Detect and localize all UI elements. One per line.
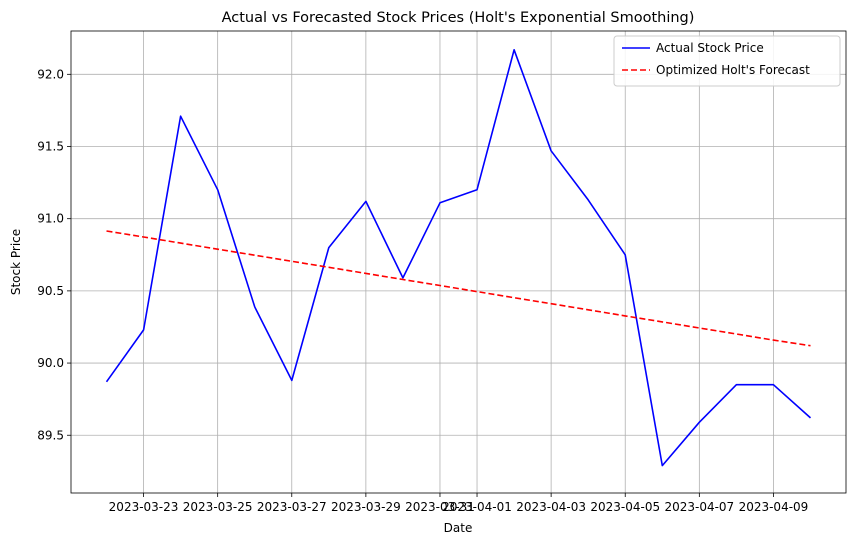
legend-box (613, 35, 841, 87)
y-tick-label: 90.5 (37, 284, 64, 298)
x-tick-label: 2023-04-09 (739, 500, 809, 514)
forecast-line (106, 230, 811, 347)
x-tick-label: 2023-04-03 (516, 500, 586, 514)
x-tick-label: 2023-03-29 (331, 500, 401, 514)
y-tick-label: 91.0 (37, 212, 64, 226)
x-tick-label: 2023-03-25 (183, 500, 253, 514)
y-axis-label: Stock Price (9, 229, 23, 295)
chart-title: Actual vs Forecasted Stock Prices (Holt'… (222, 10, 695, 26)
y-tick-label: 89.5 (37, 428, 64, 442)
x-tick-label: 2023-04-05 (590, 500, 660, 514)
actual-price-line (105, 48, 812, 467)
y-tick-label: 92.0 (37, 67, 64, 81)
legend-label-forecast: Optimized Holt's Forecast (656, 63, 810, 77)
x-tick-label: 2023-04-01 (442, 500, 512, 514)
series-layer (105, 48, 812, 467)
x-tick-label: 2023-03-23 (109, 500, 179, 514)
y-tick-label: 91.5 (37, 140, 64, 154)
legend: Actual Stock Price Optimized Holt's Fore… (613, 35, 841, 87)
x-tick-label: 2023-03-31 (405, 500, 475, 514)
y-tick-label: 90.0 (37, 356, 64, 370)
plot-background (71, 31, 846, 493)
x-tick-label: 2023-04-07 (664, 500, 734, 514)
x-axis-label: Date (444, 521, 473, 535)
x-tick-label: 2023-03-27 (257, 500, 327, 514)
plot-frame (70, 30, 847, 494)
x-axis: 2023-03-23 2023-03-25 2023-03-27 2023-03-29… (109, 493, 809, 514)
grid-lines (71, 31, 846, 493)
legend-label-actual: Actual Stock Price (656, 41, 764, 55)
y-axis: 89.5 90.0 90.5 91.0 91.5 92.0 (37, 67, 71, 442)
